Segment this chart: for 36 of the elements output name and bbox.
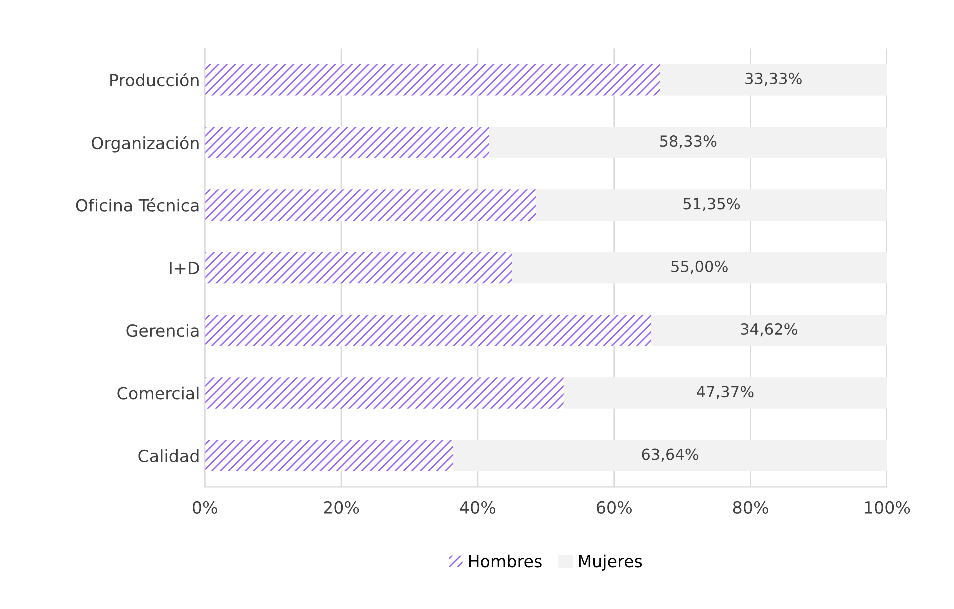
bar [205, 440, 454, 472]
bar [512, 252, 888, 284]
y-tick-label: Oficina Técnica [76, 198, 199, 212]
bar [205, 190, 537, 221]
bar [453, 440, 888, 472]
data-label: 33,33% [746, 72, 802, 86]
x-tick-label: 20% [324, 501, 360, 514]
bar [205, 127, 490, 158]
bar [205, 314, 652, 346]
data-label: 55,00% [672, 260, 728, 274]
y-tick-label: I+D [170, 262, 200, 274]
y-tick-label: Calidad [138, 450, 199, 462]
data-label: 34,62% [741, 323, 798, 337]
data-label: 51,35% [684, 198, 740, 212]
data-label: 58,33% [660, 136, 717, 149]
bar [564, 378, 888, 409]
data-label: 63,64% [642, 448, 699, 462]
legend-label: Hombres [469, 554, 542, 568]
bar [651, 314, 888, 346]
bar [205, 378, 564, 409]
x-tick-label: 100% [865, 501, 910, 514]
y-tick-label: Comercial [118, 386, 199, 400]
bar [536, 190, 887, 221]
legend-label: Mujeres [579, 554, 642, 571]
y-tick-label: Organización [92, 136, 199, 153]
bar [205, 64, 660, 96]
bar [205, 252, 512, 284]
y-tick-label: Gerencia [126, 324, 199, 338]
bar [660, 64, 888, 96]
y-tick-label: Producción [110, 73, 199, 87]
bar [490, 127, 888, 158]
data-label: 47,37% [697, 386, 754, 400]
x-tick-label: 0% [192, 501, 218, 514]
x-tick-label: 60% [597, 501, 632, 514]
x-tick-label: 40% [460, 501, 496, 514]
x-tick-label: 80% [733, 501, 768, 514]
